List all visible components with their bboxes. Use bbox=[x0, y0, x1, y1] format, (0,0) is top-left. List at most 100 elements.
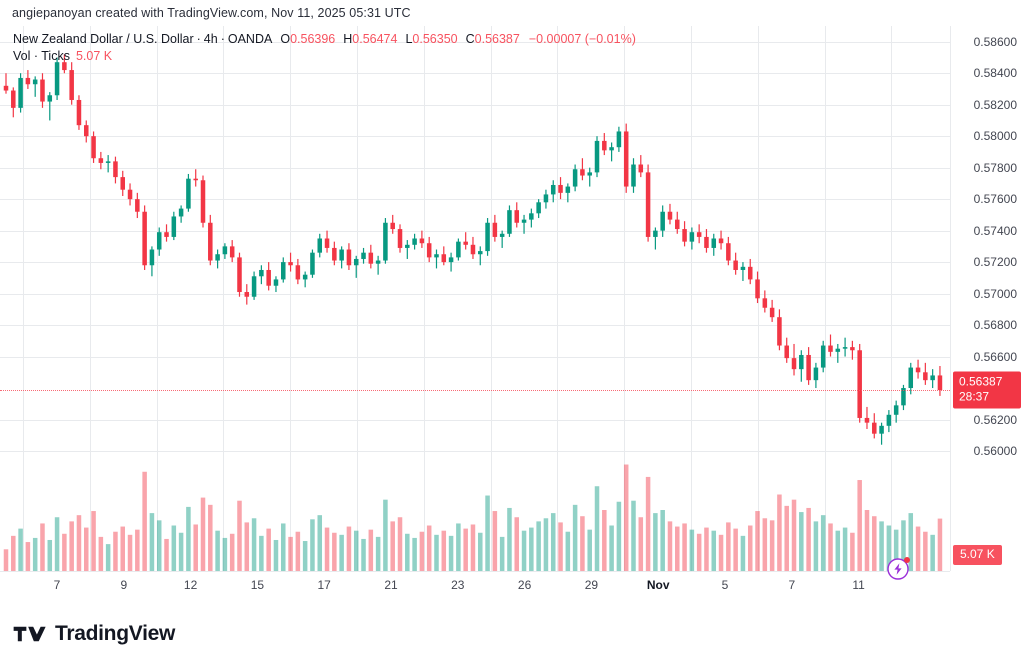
candle-body bbox=[405, 244, 410, 248]
volume-bar bbox=[295, 531, 301, 571]
candle-body bbox=[514, 210, 520, 223]
candle-body bbox=[784, 345, 789, 359]
volume-bar bbox=[543, 518, 549, 571]
candle-wick bbox=[523, 214, 525, 234]
time-axis-label: 12 bbox=[183, 578, 198, 592]
volume-bar bbox=[463, 528, 468, 571]
candle-body bbox=[616, 131, 622, 148]
time-axis[interactable]: 7 9 12 15 17 21 23 26 29 Nov 5 7 11 bbox=[0, 571, 950, 600]
volume-bar bbox=[594, 486, 600, 571]
lightning-bolt-icon[interactable] bbox=[887, 557, 910, 580]
volume-bar bbox=[726, 522, 731, 571]
price-gridline bbox=[0, 293, 950, 295]
current-price-badge[interactable]: 0.56387 28:37 bbox=[953, 371, 1021, 409]
volume-bar bbox=[828, 523, 833, 571]
legend-symbol-name[interactable]: New Zealand Dollar / U.S. Dollar bbox=[13, 32, 194, 46]
volume-bar bbox=[908, 513, 914, 571]
price-axis-label: 0.56200 bbox=[973, 412, 1017, 427]
candle-body bbox=[901, 388, 906, 406]
legend-change: −0.00007 (−0.01%) bbox=[528, 32, 636, 46]
candle-body bbox=[295, 265, 301, 280]
candle-body bbox=[361, 252, 366, 259]
candle-body bbox=[492, 222, 498, 237]
candle-wick bbox=[829, 334, 832, 357]
time-gridline bbox=[824, 26, 826, 571]
price-axis[interactable]: 0.58600 0.58400 0.58200 0.58000 0.57800 0.576… bbox=[950, 26, 1024, 571]
volume-bar bbox=[667, 521, 673, 571]
candle-body bbox=[718, 238, 724, 244]
volume-bar bbox=[288, 536, 293, 571]
candle-body bbox=[47, 95, 53, 102]
candle-body bbox=[689, 232, 695, 242]
volume-bar bbox=[383, 499, 388, 571]
current-price-value: 0.56387 bbox=[959, 374, 1003, 389]
chart-plot-area[interactable] bbox=[0, 26, 950, 571]
candle-body bbox=[178, 208, 184, 217]
price-axis-label: 0.57600 bbox=[973, 192, 1017, 207]
candle-body bbox=[397, 229, 403, 248]
candle-body bbox=[266, 269, 271, 286]
volume-bar bbox=[529, 527, 534, 571]
volume-bar bbox=[40, 523, 45, 571]
volume-bar bbox=[820, 515, 826, 571]
candle-body bbox=[580, 169, 585, 176]
volume-bar bbox=[266, 528, 271, 571]
candle-body bbox=[631, 164, 636, 187]
volume-bar bbox=[901, 520, 906, 571]
candle-body bbox=[434, 254, 439, 258]
legend-high-value: 0.56474 bbox=[352, 32, 398, 46]
candle-body bbox=[667, 211, 673, 220]
price-gridline bbox=[0, 451, 950, 452]
candle-body bbox=[69, 70, 74, 100]
time-axis-label: 7 bbox=[788, 578, 796, 592]
candle-body bbox=[346, 249, 352, 266]
price-gridline bbox=[0, 262, 950, 264]
candle-body bbox=[565, 186, 571, 193]
volume-bar bbox=[733, 528, 738, 571]
volume-bar bbox=[164, 538, 169, 571]
volume-bar bbox=[689, 529, 695, 571]
price-axis-label: 0.58400 bbox=[973, 66, 1017, 81]
volume-bar bbox=[806, 507, 811, 571]
candle-body bbox=[54, 62, 60, 96]
candle-body bbox=[317, 238, 323, 253]
price-gridline bbox=[0, 73, 950, 75]
price-axis-label: 0.57200 bbox=[973, 255, 1017, 270]
chart-legend: New Zealand Dollar / U.S. Dollar · 4h · … bbox=[13, 31, 636, 65]
time-gridline bbox=[624, 26, 626, 571]
candle-wick bbox=[880, 422, 883, 445]
candle-body bbox=[273, 279, 279, 286]
candle-wick bbox=[589, 167, 591, 187]
volume-bar bbox=[682, 523, 687, 571]
time-axis-label: 11 bbox=[852, 578, 865, 592]
volume-bar bbox=[835, 530, 841, 571]
candle-wick bbox=[107, 155, 109, 173]
volume-bar bbox=[813, 521, 819, 571]
volume-bar bbox=[536, 521, 541, 571]
volume-bar bbox=[426, 525, 432, 571]
volume-bar bbox=[412, 537, 417, 571]
volume-bar bbox=[850, 532, 855, 571]
volume-bar bbox=[572, 504, 578, 571]
legend-separator-1: · bbox=[196, 32, 201, 46]
volume-bar bbox=[186, 506, 191, 571]
price-gridline bbox=[0, 41, 950, 43]
price-gridline bbox=[0, 325, 950, 327]
candle-body bbox=[828, 345, 833, 352]
legend-interval[interactable]: 4h bbox=[203, 32, 218, 46]
volume-bar bbox=[324, 527, 330, 571]
volume-bar bbox=[769, 520, 775, 571]
candle-body bbox=[485, 222, 490, 252]
volume-bar bbox=[127, 534, 133, 571]
volume-bar bbox=[25, 542, 31, 571]
volume-value-badge[interactable]: 5.07 K bbox=[953, 545, 1002, 565]
candle-body bbox=[726, 243, 731, 261]
legend-close-letter: C bbox=[465, 32, 475, 46]
legend-volume-value: 5.07 K bbox=[75, 49, 113, 63]
time-gridline bbox=[490, 26, 492, 571]
volume-bar bbox=[200, 497, 206, 571]
candle-body bbox=[696, 232, 702, 237]
legend-volume-label[interactable]: Vol · Ticks bbox=[13, 49, 70, 63]
volume-bar bbox=[273, 539, 279, 571]
volume-bar bbox=[550, 513, 556, 571]
